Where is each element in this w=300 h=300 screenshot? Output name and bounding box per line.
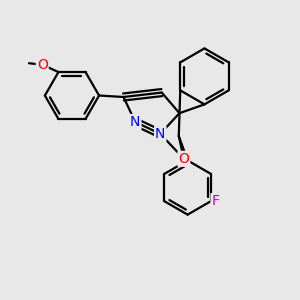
Text: F: F xyxy=(212,194,220,208)
Text: N: N xyxy=(130,115,140,129)
Text: N: N xyxy=(155,127,166,141)
Text: O: O xyxy=(37,58,48,72)
Text: O: O xyxy=(178,152,189,166)
